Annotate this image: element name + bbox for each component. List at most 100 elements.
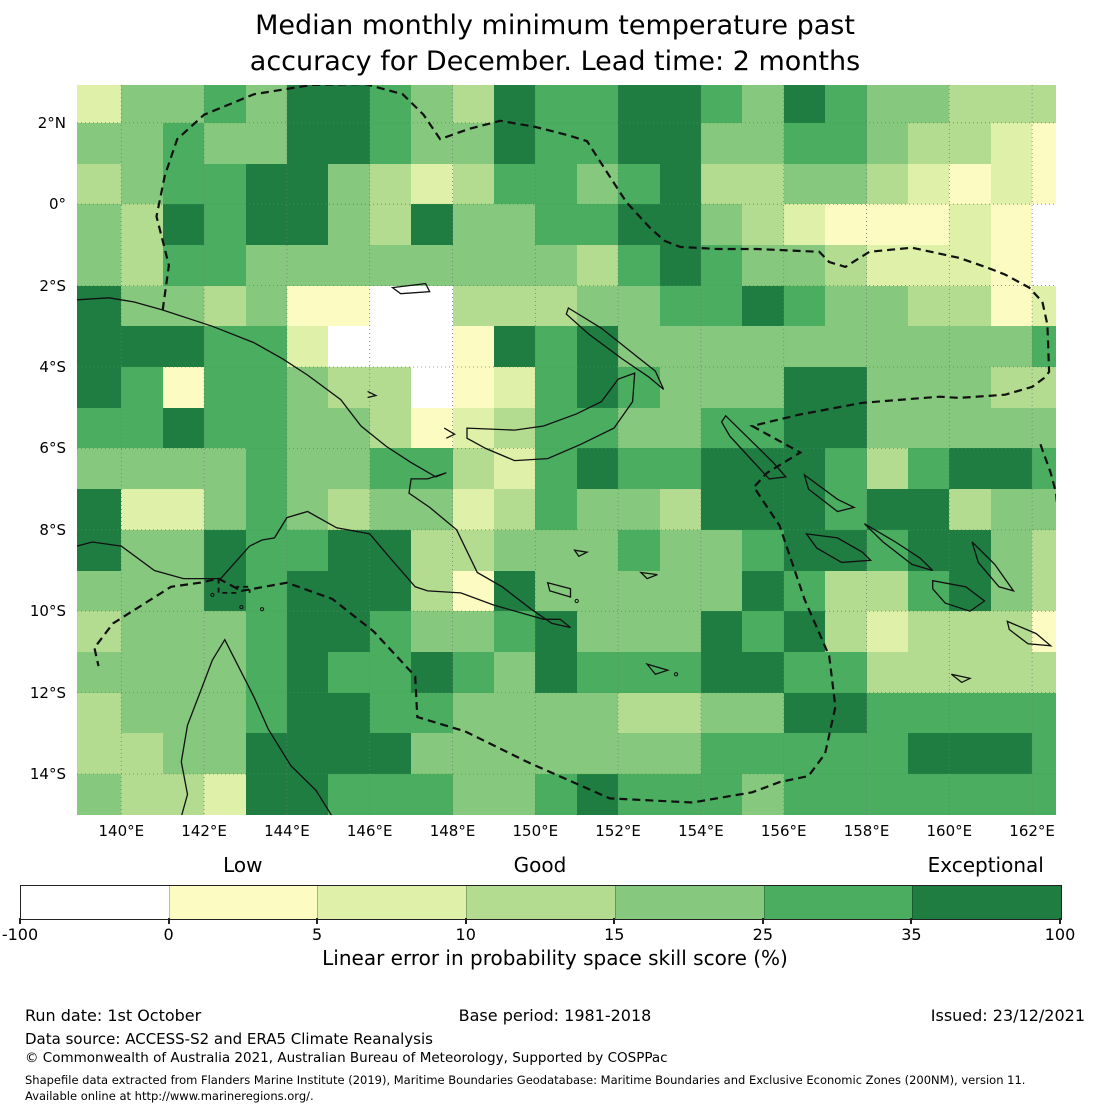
grid-cell [204,489,247,531]
grid-cell [452,448,495,490]
coastline-path [645,662,670,676]
grid-cell [990,651,1033,694]
grid-cell [742,733,785,775]
grid-cell [700,611,743,653]
x-tick-label: 148°E [429,822,476,840]
grid-cell [659,204,702,246]
grid-cell [204,692,247,734]
grid-cell [121,122,164,165]
grid-cell [328,285,371,327]
colorbar-tick [316,918,319,924]
grid-cell [907,285,950,327]
grid-cell [162,733,205,775]
grid-cell [535,692,578,734]
grid-cell [535,204,578,246]
grid-cell [411,651,454,694]
grid-cell [121,733,164,775]
grid-cell [866,611,909,653]
grid-cell [659,570,702,612]
grid-cell [907,651,950,694]
grid-cell [77,244,122,287]
run-date-text: Run date: 1st October [25,1006,202,1025]
grid-cell [204,367,247,409]
grid-cell [493,122,536,165]
map-overlay [77,85,1056,815]
small-island-marker [673,672,679,677]
grid-cell [742,692,785,734]
colorbar-tick [1059,918,1061,924]
grid-cell [1032,774,1056,815]
y-tick-label: 2°N [37,113,66,132]
grid-cell [949,651,992,694]
grid-cell [121,774,164,815]
grid-cell [369,611,412,653]
grid-cell [618,85,661,124]
grid-cell [576,529,619,572]
grid-cell [783,326,826,368]
grid-cell [328,692,371,734]
grid-cell [204,774,247,815]
grid-cell [742,163,785,205]
grid-cell [77,407,122,449]
grid-cell [949,489,992,531]
grid-cell [411,122,454,165]
grid-cell [1032,244,1056,287]
grid-cell [452,326,495,368]
grid-cell [866,570,909,612]
grid-cell [411,611,454,653]
copyright-text: © Commonwealth of Australia 2021, Austra… [25,1050,668,1066]
grid-cell [700,570,743,612]
grid-cell [700,285,743,327]
grid-cell [286,651,329,694]
colorbar-segment [912,886,1062,919]
grid-cell [866,285,909,327]
y-tick-label: 12°S [29,683,66,702]
grid-cell [286,448,329,490]
grid-cell [825,733,868,775]
grid-cell [742,122,785,165]
shapefile-url-text: Available online at http://www.marinereg… [25,1089,314,1103]
grid-cell [576,448,619,490]
coastline-path [932,579,986,612]
grid-cell [77,733,122,775]
colorbar [20,885,1062,920]
grid-cell [1032,692,1056,734]
grid-cell [825,122,868,165]
grid-cell [162,611,205,653]
grid-cell [369,489,412,531]
grid-cell [286,204,329,246]
colorbar-segment [614,886,764,919]
y-tick-label: 14°S [29,765,66,783]
grid-cell [907,448,950,490]
grid-cell [866,692,909,734]
grid-cell [866,448,909,490]
grid-cell [162,529,205,572]
grid-cell [162,163,205,205]
grid-cell [77,204,122,246]
grid-cell [990,733,1033,775]
grid-cell [659,407,702,449]
grid-cell [535,163,578,205]
grid-cell [369,407,412,449]
grid-cell [949,122,992,165]
grid-cell [411,163,454,205]
grid-cell [783,489,826,531]
grid-cell [121,692,164,734]
eez-boundary-path [217,578,251,594]
colorbar-segment [317,886,467,919]
x-tick-label: 144°E [264,822,310,840]
grid-cell [245,163,288,205]
grid-cell [659,285,702,327]
grid-cell [659,651,702,694]
grid-cell [411,244,454,287]
grid-cell [328,122,371,165]
grid-cell [949,407,992,449]
eez-boundary-path [1039,443,1056,506]
grid-cell [162,85,205,124]
grid-cell [204,529,247,572]
grid-cell [369,204,412,246]
grid-cell [1032,489,1056,531]
coastline-path [180,638,333,815]
grid-cell [742,651,785,694]
grid-cell [204,326,247,368]
